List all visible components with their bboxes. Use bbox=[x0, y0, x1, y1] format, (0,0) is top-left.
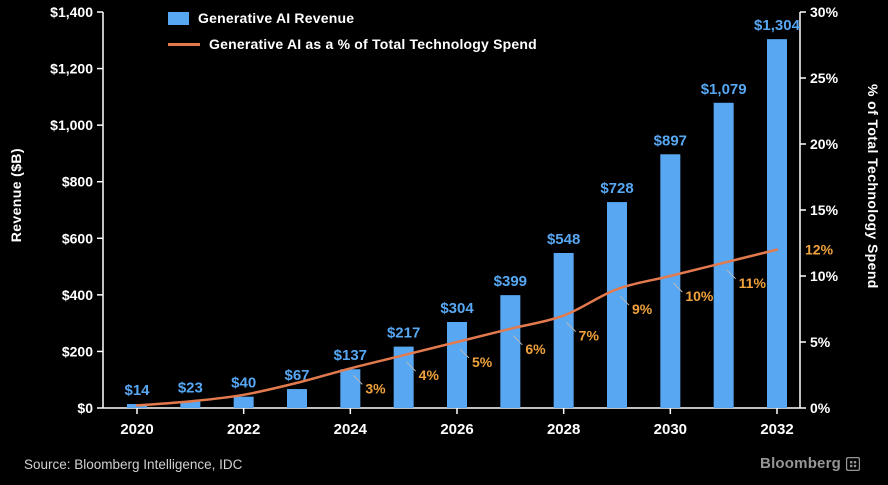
right-axis-tick-label: 15% bbox=[810, 202, 839, 218]
percent-label-leader bbox=[726, 269, 737, 280]
percent-line bbox=[135, 248, 779, 407]
revenue-bar bbox=[607, 202, 627, 408]
x-axis-tick-label: 2020 bbox=[120, 421, 153, 438]
percent-label-leader bbox=[512, 335, 523, 346]
right-axis-tick-label: 5% bbox=[810, 334, 831, 350]
legend: Generative AI Revenue Generative AI as a… bbox=[168, 10, 537, 52]
x-axis-tick-label: 2024 bbox=[334, 421, 368, 438]
bloomberg-wordmark: Bloomberg bbox=[760, 455, 841, 472]
source-text: Source: Bloomberg Intelligence, IDC bbox=[24, 457, 243, 472]
legend-line-swatch-icon bbox=[168, 42, 200, 46]
bar-value-label: $217 bbox=[387, 325, 420, 342]
legend-label-percent: Generative AI as a % of Total Technology… bbox=[209, 36, 537, 52]
x-axis-tick-label: 2022 bbox=[227, 421, 260, 438]
left-axis-tick-label: $1,400 bbox=[50, 4, 93, 20]
left-axis-tick-label: $1,000 bbox=[50, 117, 93, 133]
revenue-bar bbox=[660, 154, 681, 408]
bar-value-label: $23 bbox=[178, 379, 203, 396]
right-axis-tick-label: 25% bbox=[810, 70, 839, 86]
left-axis-tick-label: $400 bbox=[62, 287, 93, 303]
left-axis-tick-label: $200 bbox=[62, 343, 93, 359]
percent-value-label: 5% bbox=[472, 354, 493, 370]
legend-item-percent: Generative AI as a % of Total Technology… bbox=[168, 36, 537, 52]
right-axis-tick-label: 10% bbox=[810, 268, 839, 284]
legend-bar-swatch-icon bbox=[168, 11, 189, 25]
percent-value-label: 4% bbox=[419, 367, 440, 383]
bloomberg-logo: Bloomberg bbox=[760, 455, 860, 472]
left-axis-tick-label: $800 bbox=[62, 174, 93, 190]
right-axis-tick-label: 30% bbox=[810, 4, 839, 20]
bar-value-label: $1,304 bbox=[754, 17, 801, 34]
percent-value-label: 12% bbox=[805, 242, 834, 258]
revenue-bar bbox=[447, 322, 467, 408]
percent-label-leader bbox=[406, 361, 417, 372]
bar-value-label: $14 bbox=[124, 382, 150, 399]
bloomberg-logo-mark-icon bbox=[846, 456, 860, 471]
revenue-bar bbox=[287, 389, 307, 408]
left-axis-title: Revenue ($B) bbox=[8, 148, 24, 243]
right-axis-title: % of Total Technology Spend bbox=[865, 84, 881, 289]
left-axis-tick-label: $0 bbox=[77, 400, 93, 416]
revenue-bar bbox=[233, 396, 254, 408]
revenue-bar bbox=[767, 39, 787, 408]
x-axis-tick-label: 2028 bbox=[547, 421, 580, 438]
revenue-bar bbox=[500, 295, 521, 408]
bar-value-label: $40 bbox=[231, 375, 256, 392]
bar-value-label: $67 bbox=[284, 367, 309, 384]
legend-item-revenue: Generative AI Revenue bbox=[168, 10, 537, 26]
left-axis-tick-label: $600 bbox=[62, 230, 93, 246]
legend-label-revenue: Generative AI Revenue bbox=[198, 10, 355, 26]
bar-value-label: $897 bbox=[654, 132, 687, 149]
revenue-bar bbox=[340, 369, 361, 408]
percent-value-label: 7% bbox=[579, 328, 600, 344]
percent-value-label: 6% bbox=[525, 341, 546, 357]
right-axis-tick-label: 0% bbox=[810, 400, 831, 416]
bar-value-label: $137 bbox=[334, 347, 367, 364]
percent-label-leader bbox=[566, 322, 577, 332]
percent-value-label: 3% bbox=[365, 380, 386, 396]
bar-value-label: $304 bbox=[440, 300, 474, 317]
right-axis-tick-label: 20% bbox=[810, 136, 839, 152]
bar-value-label: $399 bbox=[494, 273, 527, 290]
bar-value-label: $728 bbox=[600, 180, 633, 197]
percent-value-label: 11% bbox=[739, 275, 767, 291]
percent-value-label: 10% bbox=[685, 288, 714, 304]
x-axis-tick-label: 2026 bbox=[440, 421, 473, 438]
percent-label-leader bbox=[619, 295, 630, 306]
revenue-bar bbox=[553, 252, 574, 408]
percent-value-label: 9% bbox=[632, 301, 653, 317]
revenue-bar bbox=[713, 102, 734, 408]
revenue-bar bbox=[180, 401, 201, 408]
percent-label-leader bbox=[459, 348, 470, 359]
bar-value-label: $1,079 bbox=[701, 81, 747, 98]
left-axis-tick-label: $1,200 bbox=[50, 61, 93, 77]
revenue-bar bbox=[393, 346, 414, 408]
x-axis-tick-label: 2032 bbox=[760, 421, 793, 438]
bar-value-label: $548 bbox=[547, 231, 580, 248]
x-axis-tick-label: 2030 bbox=[654, 421, 687, 438]
percent-label-leader bbox=[352, 375, 363, 385]
percent-label-leader bbox=[672, 282, 683, 293]
